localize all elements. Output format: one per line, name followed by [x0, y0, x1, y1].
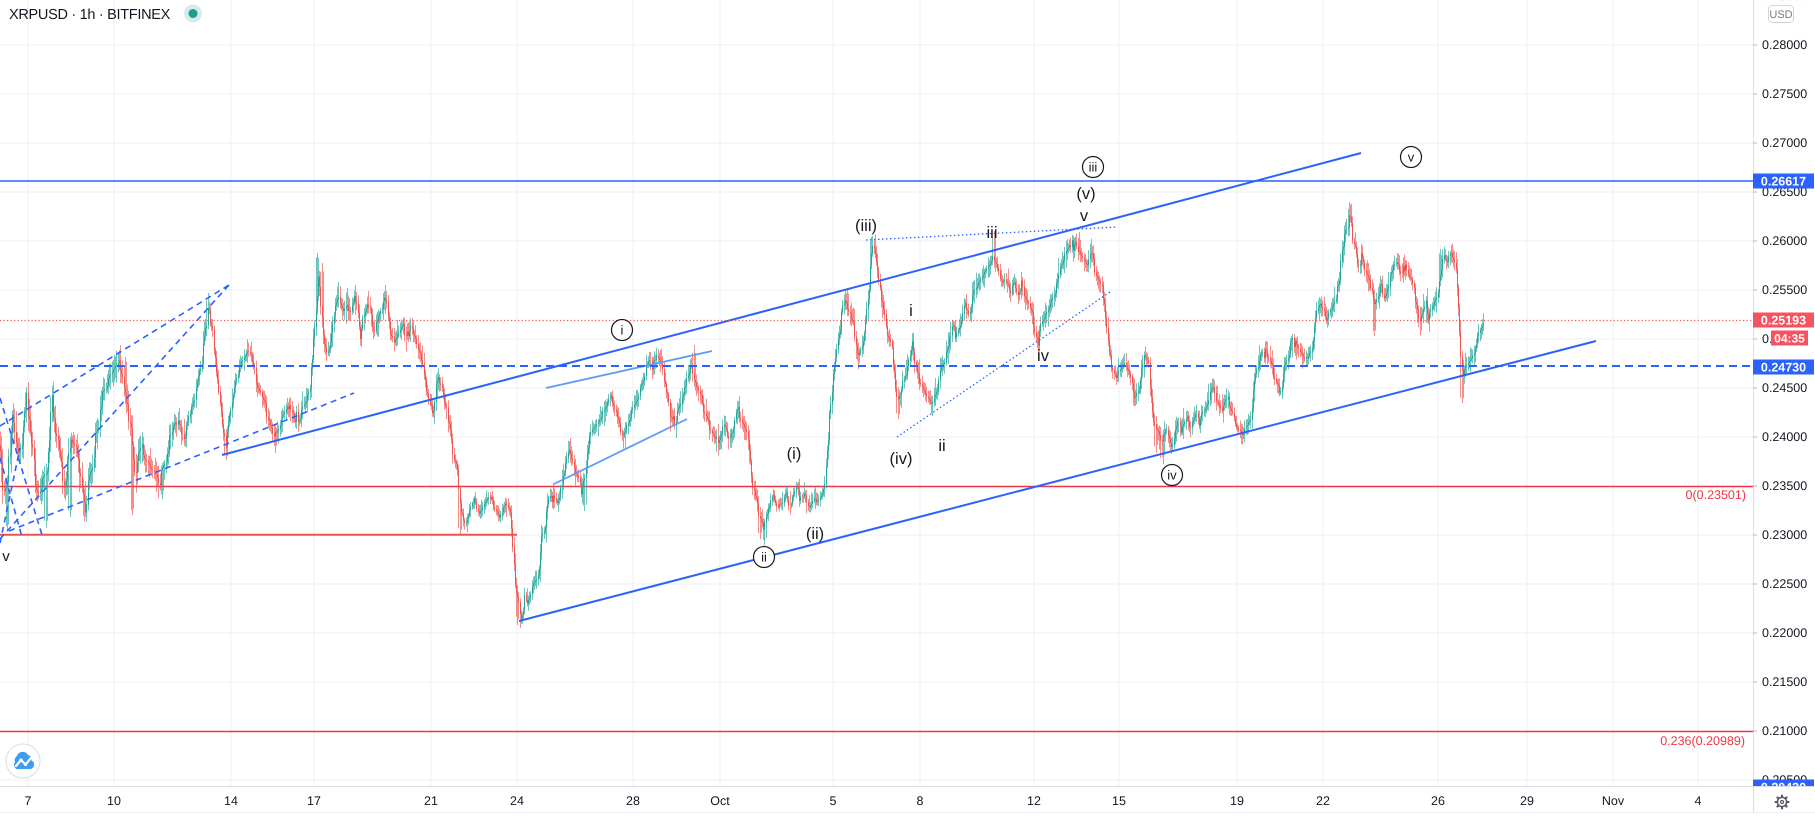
svg-text:0.21500: 0.21500 — [1762, 675, 1807, 689]
svg-text:24: 24 — [510, 794, 524, 808]
svg-text:0.24500: 0.24500 — [1762, 381, 1807, 395]
svg-text:(ii): (ii) — [806, 525, 824, 543]
svg-text:0.26617: 0.26617 — [1761, 174, 1806, 188]
svg-text:0.26500: 0.26500 — [1762, 185, 1807, 199]
svg-text:0.236(0.20989): 0.236(0.20989) — [1660, 734, 1745, 748]
svg-text:0.23000: 0.23000 — [1762, 528, 1807, 542]
svg-text:28: 28 — [626, 794, 640, 808]
svg-text:(i): (i) — [787, 445, 802, 463]
svg-text:0.24730: 0.24730 — [1761, 360, 1806, 374]
svg-text:8: 8 — [917, 794, 924, 808]
svg-text:7: 7 — [25, 794, 32, 808]
svg-text:iii: iii — [987, 224, 998, 242]
svg-text:iv: iv — [1167, 468, 1177, 483]
svg-text:29: 29 — [1520, 794, 1534, 808]
svg-text:0.27500: 0.27500 — [1762, 87, 1807, 101]
svg-text:0.22500: 0.22500 — [1762, 577, 1807, 591]
svg-text:10: 10 — [107, 794, 121, 808]
svg-text:12: 12 — [1027, 794, 1041, 808]
svg-text:0.23500: 0.23500 — [1762, 479, 1807, 493]
svg-text:0.27000: 0.27000 — [1762, 136, 1807, 150]
svg-text:ii: ii — [938, 437, 945, 455]
svg-text:17: 17 — [307, 794, 321, 808]
svg-text:19: 19 — [1230, 794, 1244, 808]
svg-text:0.22000: 0.22000 — [1762, 626, 1807, 640]
svg-text:iv: iv — [1037, 347, 1050, 365]
svg-text:i: i — [621, 323, 624, 338]
svg-text:v: v — [1080, 207, 1089, 225]
svg-text:i: i — [909, 302, 913, 320]
svg-text:0.24000: 0.24000 — [1762, 430, 1807, 444]
svg-text:iii: iii — [1089, 160, 1098, 175]
svg-text:0.28500: 0.28500 — [1762, 0, 1807, 3]
svg-text:USD: USD — [1769, 9, 1792, 21]
svg-text:0(0.23501): 0(0.23501) — [1686, 488, 1746, 502]
svg-text:15: 15 — [1112, 794, 1126, 808]
svg-text:(iv): (iv) — [890, 450, 913, 468]
svg-text:5: 5 — [830, 794, 837, 808]
svg-text:0.28000: 0.28000 — [1762, 38, 1807, 52]
svg-text:Oct: Oct — [710, 794, 730, 808]
svg-text:0.21000: 0.21000 — [1762, 724, 1807, 738]
svg-text:0.26000: 0.26000 — [1762, 234, 1807, 248]
svg-text:22: 22 — [1316, 794, 1330, 808]
svg-text:v: v — [2, 548, 10, 565]
svg-text:26: 26 — [1431, 794, 1445, 808]
svg-text:Nov: Nov — [1602, 794, 1625, 808]
svg-text:21: 21 — [424, 794, 438, 808]
svg-text:4: 4 — [1695, 794, 1702, 808]
svg-text:ii: ii — [761, 550, 767, 565]
svg-text:v: v — [1408, 150, 1415, 165]
svg-text:XRPUSD · 1h · BITFINEX: XRPUSD · 1h · BITFINEX — [9, 7, 171, 23]
svg-text:0.25193: 0.25193 — [1761, 313, 1806, 327]
svg-text:04:35: 04:35 — [1774, 331, 1805, 345]
svg-text:(iii): (iii) — [855, 217, 877, 235]
svg-text:14: 14 — [224, 794, 238, 808]
svg-text:0.25500: 0.25500 — [1762, 283, 1807, 297]
svg-text:(v): (v) — [1076, 185, 1095, 203]
